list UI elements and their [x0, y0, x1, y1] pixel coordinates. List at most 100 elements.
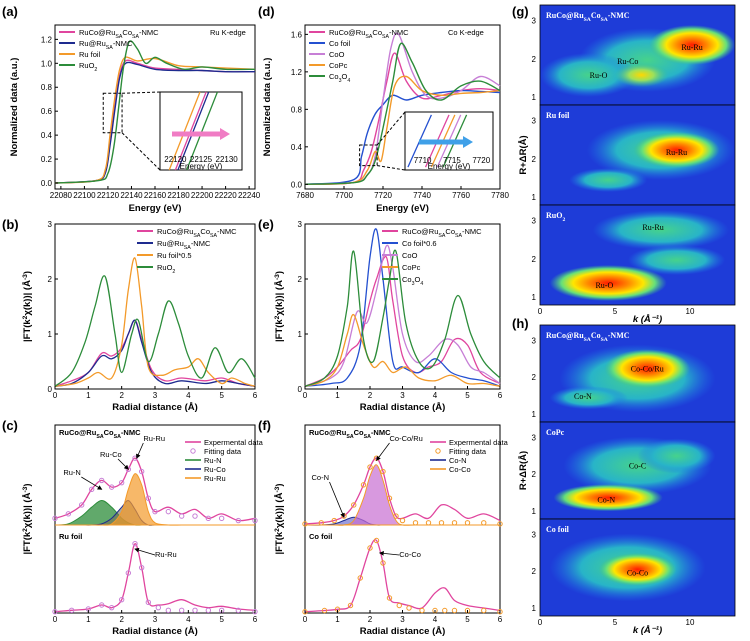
legend-marker-f: [435, 448, 441, 454]
x-tick-label-f: 6: [498, 615, 503, 624]
fit-marker-bottom-f: [321, 607, 328, 614]
x-tick-label-c: 6: [253, 615, 258, 624]
annotation-top-f: Co-N: [312, 473, 330, 482]
legend-label-a: RuCo@RuSACoSA-NMC: [79, 28, 159, 40]
panel-c: 0 1 2 3 4 5 6 Radial distance (Å) |FT(k2χ(k))| (…: [2, 418, 264, 637]
inset-tick-label-d: 7720: [472, 156, 490, 165]
x-tick-label-a: 22160: [144, 191, 167, 200]
legend-label-a: RuO2: [79, 61, 97, 73]
x-tick-label-e: 3: [400, 391, 405, 400]
fit-marker-top-c: [252, 517, 258, 524]
y-tick-label-a: 0.0: [41, 179, 53, 188]
fit-marker-top-c: [178, 513, 185, 519]
fit-marker-bottom-c: [52, 608, 58, 615]
wt-intensity-blob-g: [614, 63, 669, 87]
y-tick-label-h: 2: [532, 373, 537, 382]
fit-marker-top-f: [318, 520, 324, 526]
annotation-bottom-c: Ru-Ru: [155, 550, 177, 559]
x-tick-label-c: 3: [153, 615, 158, 624]
annotation-arrow-f: [329, 481, 345, 518]
fit-marker-top-f: [380, 468, 386, 475]
fit-marker-top-c: [165, 508, 172, 515]
wt-title-g: Ru foil: [546, 111, 570, 120]
series-line-a: [54, 61, 256, 184]
inset-line-a: [186, 91, 219, 171]
annotation-arrow-c: [117, 458, 129, 470]
fit-marker-top-c: [152, 508, 158, 515]
x-tick-label-g: 10: [686, 307, 695, 316]
fit-marker-bottom-f: [367, 545, 373, 551]
x-tick-label-h: 5: [613, 618, 618, 627]
y-tick-label-g: 2: [532, 155, 537, 164]
fit-marker-bottom-c: [165, 607, 172, 614]
fit-marker-top-f: [302, 521, 308, 527]
y-axis-label-b: |FT(k2χ(k))| (Å-3): [22, 271, 34, 342]
y-tick-label-g: 3: [532, 117, 537, 126]
fit-marker-top-f: [497, 521, 503, 527]
inset-xlabel-d: Energy (eV): [428, 162, 471, 171]
exp-line-top-c: [54, 457, 256, 522]
wt-intensity-blob-g: [649, 25, 735, 65]
fit-marker-bottom-f: [481, 607, 487, 614]
panel-label-h: (h): [512, 316, 529, 331]
zoom-connector-d: [377, 165, 406, 171]
fit-marker-bottom-f: [373, 537, 380, 544]
x-tick-label-a: 22080: [50, 191, 73, 200]
x-tick-label-e: 2: [368, 391, 373, 400]
fit-marker-top-f: [412, 520, 419, 526]
x-tick-label-d: 7780: [491, 191, 509, 200]
y-tick-label-a: 1.0: [41, 59, 53, 68]
fit-marker-top-f: [425, 520, 432, 526]
panel-label-a: (a): [2, 4, 18, 19]
annotation-arrow-c: [134, 547, 156, 556]
panel-h: RuCo@RuSACoSA-NMC Co-Co/Ru Co-N 1 2 3 CoPc Co-C…: [512, 316, 736, 636]
wt-bond-label-h: Co-Co: [627, 568, 648, 577]
series-line-b: [54, 275, 256, 387]
x-tick-label-a: 22240: [238, 191, 261, 200]
x-tick-label-b: 5: [219, 391, 224, 400]
legend-label-e: CoO: [402, 251, 418, 260]
x-tick-label-g: 0: [538, 307, 543, 316]
x-tick-label-c: 4: [186, 615, 191, 624]
legend-label-d: Co3O4: [329, 72, 350, 84]
y-tick-label-b: 0: [48, 385, 53, 394]
y-tick-label-g: 3: [532, 17, 537, 26]
fit-marker-bottom-f: [406, 605, 412, 611]
wt-intensity-blob-h: [598, 552, 677, 586]
x-axis-label-f: Radial distance (Å): [360, 626, 446, 637]
fit-marker-top-f: [451, 520, 458, 526]
annotation-top-f: Co-Co/Ru: [390, 434, 423, 443]
y-axis-label-g: R+ΔR(Å): [518, 135, 529, 174]
sample-label-c: RuCo@RuSACoSA-NMC: [59, 428, 141, 440]
fit-marker-bottom-c: [98, 602, 105, 608]
fit-marker-bottom-f: [396, 602, 402, 609]
inset-arrowhead-d: [463, 136, 473, 148]
inset-tick-label-a: 22130: [216, 155, 239, 164]
fit-marker-top-f: [360, 482, 367, 488]
legend-label-d: CoPc: [329, 61, 348, 70]
series-line-e: [304, 249, 501, 387]
fit-marker-top-c: [192, 513, 198, 519]
wt-intensity-blob-h: [553, 484, 663, 512]
x-tick-label-d: 7720: [374, 191, 392, 200]
y-tick-label-g: 3: [532, 217, 537, 226]
x-tick-label-a: 22180: [167, 191, 190, 200]
y-tick-label-d: 0.4: [291, 143, 303, 152]
y-tick-label-h: 2: [532, 470, 537, 479]
x-axis-label-b: Radial distance (Å): [112, 402, 198, 413]
wt-bond-label-g: Ru-Ru: [681, 43, 702, 52]
legend-label-c: Ru-Co: [204, 465, 226, 474]
y-tick-label-e: 1: [298, 330, 303, 339]
fit-marker-top-c: [138, 468, 145, 475]
panel-label-f: (f): [258, 418, 271, 433]
wt-title-h: CoPc: [546, 428, 565, 437]
edge-label-a: Ru K-edge: [210, 28, 246, 37]
x-tick-label-b: 1: [86, 391, 91, 400]
fit-marker-bottom-f: [347, 602, 354, 609]
fit-marker-bottom-c: [178, 607, 185, 614]
fit-marker-top-f: [399, 517, 406, 524]
fit-marker-bottom-c: [108, 604, 115, 611]
x-tick-label-a: 22200: [191, 191, 214, 200]
fit-marker-bottom-c: [145, 599, 152, 606]
fit-marker-bottom-c: [125, 570, 132, 576]
